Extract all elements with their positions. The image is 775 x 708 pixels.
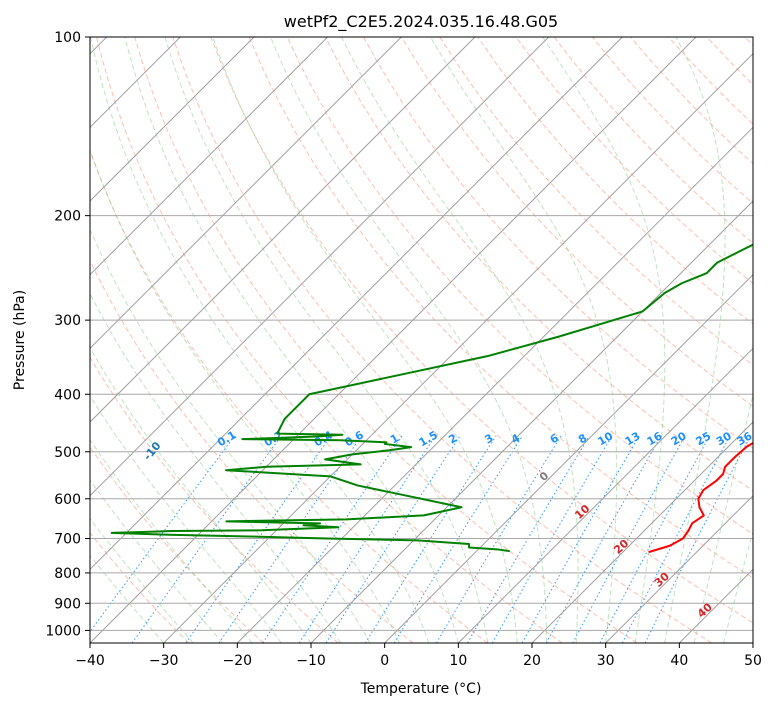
mixing-ratio-line (545, 435, 662, 643)
x-axis-label: Temperature (°C) (360, 681, 482, 697)
x-tick-label: 0 (380, 653, 389, 669)
dry-adiabat (90, 531, 190, 643)
moist-adiabat (430, 37, 618, 643)
moist-adiabat (664, 37, 726, 643)
isotherm-line (163, 52, 753, 643)
x-tick-label: 40 (670, 653, 688, 669)
background-lines (90, 37, 753, 643)
y-tick-label: 300 (54, 313, 81, 329)
x-tick-label: 30 (597, 653, 615, 669)
x-tick-label: −30 (149, 653, 179, 669)
dry-adiabat (90, 149, 488, 643)
mixing-ratio-line (435, 435, 562, 643)
dry-adiabat (324, 37, 753, 492)
dry-adiabat (401, 37, 753, 407)
chart-title: wetPf2_C2E5.2024.035.16.48.G05 (284, 12, 558, 32)
moist-adiabat (212, 37, 518, 643)
mixing-ratio-line (491, 435, 613, 643)
moist-adiabat (723, 529, 753, 643)
isotherm-line (90, 37, 623, 571)
dry-adiabat (90, 356, 339, 643)
moist-adiabat (542, 37, 666, 643)
isotherm-line (90, 37, 255, 202)
mixing-ratio-line (644, 435, 752, 643)
y-axis-label: Pressure (hPa) (12, 290, 28, 390)
moist-adiabat (693, 392, 753, 643)
isotherm-line (384, 273, 753, 643)
mixing-ratio-line (521, 435, 640, 643)
dry-adiabat (439, 37, 753, 366)
dry-adiabat (90, 446, 264, 643)
isotherm-line (90, 37, 402, 350)
moist-adiabat (90, 438, 253, 643)
axis-ticks: −40 −30 −20 −10 0 10 20 30 40 50 1000 900 800 700 600 5… (45, 30, 762, 669)
dry-adiabat (172, 37, 713, 643)
y-tick-label: 400 (54, 387, 81, 403)
y-tick-label: 100 (54, 30, 81, 46)
x-tick-label: 20 (523, 653, 541, 669)
y-tick-label: 800 (54, 566, 81, 582)
mixing-ratio-line (621, 435, 731, 643)
dewpoint-profile-line (110, 243, 753, 553)
moist-adiabat (90, 147, 400, 643)
mixing-ratio-line (364, 435, 497, 643)
moist-adiabat (90, 37, 430, 643)
isotherm-line (90, 37, 697, 643)
mixing-ratio-line (467, 435, 590, 643)
profile-series (110, 243, 753, 554)
moist-adiabat (341, 37, 579, 643)
dry-adiabat (248, 37, 753, 579)
mixing-ratio-label: 36 (735, 429, 755, 448)
mixing-ratio-line (218, 435, 362, 643)
moist-adiabat (90, 395, 282, 643)
mixing-ratio-line (325, 435, 461, 643)
mixing-ratio-line (90, 435, 236, 633)
y-tick-label: 500 (54, 445, 81, 461)
x-tick-label: −40 (75, 653, 105, 669)
temperature-profile-line (648, 441, 753, 554)
isotherm-line (236, 126, 753, 643)
dry-adiabat (210, 37, 753, 624)
x-tick-label: −20 (223, 653, 253, 669)
mixing-ratio-line (572, 435, 686, 643)
dry-adiabat (515, 37, 753, 285)
x-tick-label: −10 (296, 653, 326, 669)
y-tick-label: 900 (54, 596, 81, 612)
plot-frame (89, 36, 754, 644)
y-tick-label: 600 (54, 492, 81, 508)
isotherm-line (531, 421, 753, 643)
moist-adiabat (90, 292, 341, 643)
moist-adiabat (90, 479, 223, 643)
moist-adiabat (90, 228, 371, 643)
y-tick-label: 1000 (45, 623, 81, 639)
mixing-ratio-line (185, 435, 332, 643)
x-tick-label: 50 (744, 653, 762, 669)
moist-adiabat (164, 37, 489, 643)
isotherm-line (90, 37, 329, 276)
isotherm-line (90, 37, 476, 423)
y-tick-label: 700 (54, 532, 81, 548)
y-tick-label: 200 (54, 209, 81, 225)
dry-adiabat (96, 37, 563, 643)
isotherm-line (457, 347, 753, 643)
isotherm-line (605, 494, 753, 643)
x-tick-label: 10 (449, 653, 467, 669)
dry-adiabat (134, 37, 638, 643)
isotherm-line (90, 37, 550, 497)
moist-adiabat (124, 37, 459, 643)
isotherm-line (310, 200, 753, 643)
